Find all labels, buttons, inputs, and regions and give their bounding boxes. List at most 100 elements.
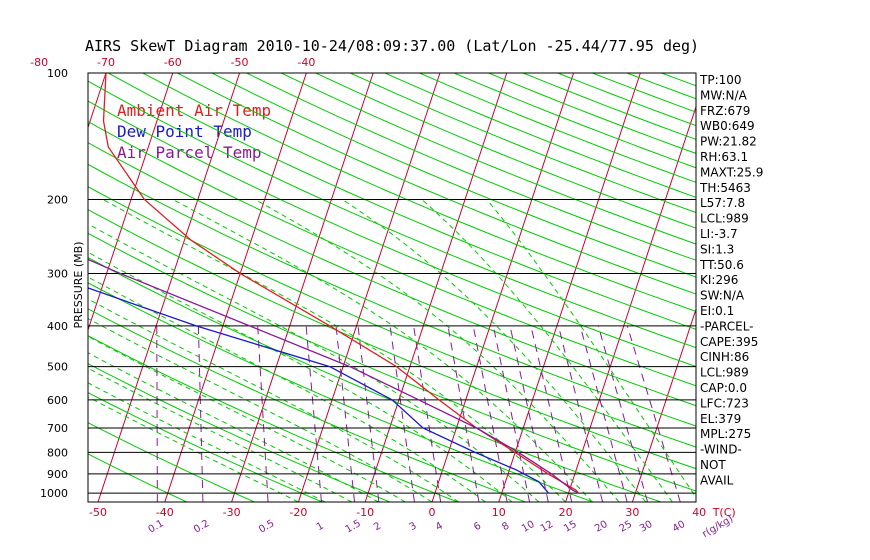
stats-item: MAXT:25.9 <box>700 165 763 179</box>
stats-item: LCL:989 <box>700 366 749 380</box>
stats-item: TT:50.6 <box>699 258 744 272</box>
pressure-grid <box>88 198 696 494</box>
moist-adiabat-line <box>88 335 406 502</box>
dry-adiabat-line <box>142 73 696 312</box>
stats-item: NOT <box>700 458 726 472</box>
dry-adiabat-line <box>350 73 696 214</box>
moist-adiabat-line <box>88 352 379 502</box>
dry-adiabat-line <box>88 232 696 492</box>
bottom-temp-tick-label: 10 <box>492 506 506 519</box>
mixing-ratio-line <box>492 325 531 502</box>
stats-item: WB0:649 <box>700 119 755 133</box>
bottom-temp-tick-label: T(C) <box>712 506 736 519</box>
legend-item: Air Parcel Temp <box>117 143 262 162</box>
dry-adiabat-line <box>88 308 526 502</box>
moist-adiabat-line <box>88 298 459 502</box>
dry-adiabat-line <box>88 335 458 502</box>
dry-adiabat-line <box>177 73 696 295</box>
moist-adiabat-line <box>102 199 566 502</box>
dry-adiabat-lines <box>88 73 696 502</box>
stats-item: CAP:0.0 <box>700 381 747 395</box>
parcel-profile <box>88 258 579 494</box>
moist-adiabat-line <box>254 199 620 502</box>
bottom-mixing-tick-label: 2 <box>372 520 383 533</box>
isotherm-line <box>164 73 307 502</box>
mixing-ratio-line <box>156 325 158 502</box>
stats-item: SI:1.3 <box>700 242 734 256</box>
top-tick-label: -50 <box>231 56 249 69</box>
pressure-tick-label: 800 <box>47 446 68 459</box>
stats-item: FRZ:679 <box>700 104 750 118</box>
bottom-temp-tick-label: 0 <box>429 506 436 519</box>
bottom-temp-tick-label: -10 <box>356 506 374 519</box>
mixing-ratio-line <box>597 325 649 502</box>
stats-item: PW:21.82 <box>700 135 757 149</box>
moist-adiabat-line <box>88 367 353 502</box>
dry-adiabat-line <box>384 73 696 198</box>
stats-item: CINH:86 <box>700 350 749 364</box>
mixing-ratio-line <box>257 325 269 502</box>
dry-adiabat-line <box>108 73 696 330</box>
bottom-mixing-tick-label: 6 <box>472 520 483 533</box>
bottom-temp-tick-label: 30 <box>625 506 639 519</box>
mixing-ratio-line <box>579 325 628 502</box>
isotherm-line <box>231 73 374 502</box>
moist-adiabat-line <box>421 199 673 502</box>
moist-adiabat-line <box>88 382 326 502</box>
legend: Ambient Air Temp Dew Point Temp Air Parcel… <box>117 101 271 162</box>
plot-frame <box>87 72 697 503</box>
stats-item: TH:5463 <box>699 181 751 195</box>
dry-adiabat-line <box>88 100 696 368</box>
pressure-axis: 100 200 300 400 500 600 700 800 900 1000 <box>40 67 68 500</box>
bottom-mixing-tick-label: 4 <box>434 520 445 533</box>
dry-adiabat-line <box>246 73 696 261</box>
y-axis-label: PRESSURE (MB) <box>72 242 85 329</box>
temperature-profile <box>102 73 580 494</box>
top-tick-label: -40 <box>297 56 315 69</box>
top-tick-label: -60 <box>164 56 182 69</box>
bottom-temp-tick-label: -40 <box>156 506 174 519</box>
dry-adiabat-line <box>88 422 255 502</box>
moist-adiabat-line <box>88 276 486 502</box>
dewpoint-profile <box>88 287 549 494</box>
bottom-temp-tick-label: 20 <box>559 506 573 519</box>
bottom-temp-tick-label: -20 <box>289 506 307 519</box>
mixing-ratio-line <box>335 325 356 502</box>
mixing-ratio-line <box>357 325 380 502</box>
mixing-ratio-line <box>305 325 322 502</box>
dry-adiabat-line <box>88 186 696 448</box>
dry-adiabat-line <box>280 73 696 245</box>
mixing-ratio-line <box>197 325 204 502</box>
plot-area <box>87 72 697 503</box>
plot-interior <box>88 73 696 502</box>
mixing-ratio-line <box>626 325 681 502</box>
isotherm-line <box>297 73 441 502</box>
mixing-ratio-line <box>509 325 549 502</box>
stats-item: L57:7.8 <box>700 196 745 210</box>
isotherm-line <box>431 73 575 502</box>
moist-adiabat-line <box>88 251 513 502</box>
pressure-tick-label: 900 <box>47 468 68 481</box>
stats-item: SW:N/A <box>700 289 745 303</box>
dry-adiabat-line <box>88 208 696 470</box>
moist-adiabat-line <box>172 199 593 502</box>
top-tick-label: -70 <box>97 56 115 69</box>
top-temperature-axis: -120-110-100-90-80-70-60-50-40 <box>30 56 315 69</box>
dry-adiabat-line <box>88 363 391 502</box>
bottom-mixing-tick-label: 8 <box>500 520 511 533</box>
bottom-temp-tick-label: 40 <box>692 506 706 519</box>
dry-adiabat-line <box>419 73 696 183</box>
mixing-ratio-line <box>413 325 442 502</box>
bottom-temp-tick-label: -50 <box>89 506 107 519</box>
legend-item: Dew Point Temp <box>117 122 252 141</box>
stats-item: EL:379 <box>700 412 741 426</box>
moist-adiabat-line <box>486 199 696 499</box>
pressure-tick-label: 600 <box>47 394 68 407</box>
top-tick-label: -80 <box>30 56 48 69</box>
isotherm-line <box>97 73 241 502</box>
stats-item: MW:N/A <box>700 88 748 102</box>
dry-adiabat-line <box>88 163 696 427</box>
dry-adiabat-line <box>315 73 696 229</box>
mixing-ratio-lines <box>156 325 681 502</box>
